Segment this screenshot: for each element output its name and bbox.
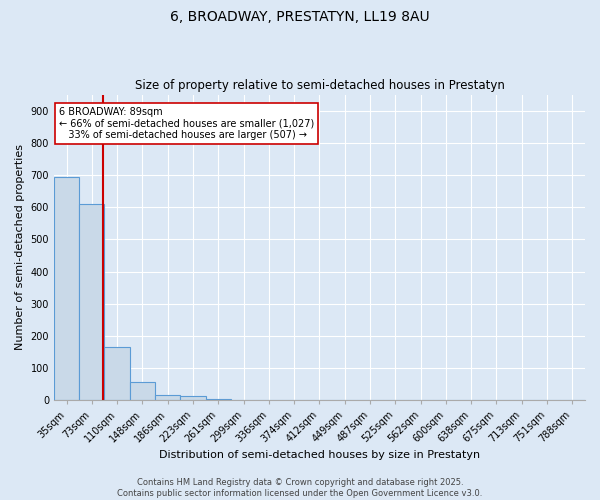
Y-axis label: Number of semi-detached properties: Number of semi-detached properties <box>15 144 25 350</box>
Bar <box>104 348 130 401</box>
Bar <box>206 399 231 400</box>
Text: 6, BROADWAY, PRESTATYN, LL19 8AU: 6, BROADWAY, PRESTATYN, LL19 8AU <box>170 10 430 24</box>
Text: 6 BROADWAY: 89sqm
← 66% of semi-detached houses are smaller (1,027)
   33% of se: 6 BROADWAY: 89sqm ← 66% of semi-detached… <box>59 107 314 140</box>
X-axis label: Distribution of semi-detached houses by size in Prestatyn: Distribution of semi-detached houses by … <box>159 450 480 460</box>
Bar <box>130 382 155 400</box>
Bar <box>54 178 79 400</box>
Title: Size of property relative to semi-detached houses in Prestatyn: Size of property relative to semi-detach… <box>134 79 505 92</box>
Text: Contains HM Land Registry data © Crown copyright and database right 2025.
Contai: Contains HM Land Registry data © Crown c… <box>118 478 482 498</box>
Bar <box>155 394 181 400</box>
Bar <box>79 204 104 400</box>
Bar <box>181 396 206 400</box>
